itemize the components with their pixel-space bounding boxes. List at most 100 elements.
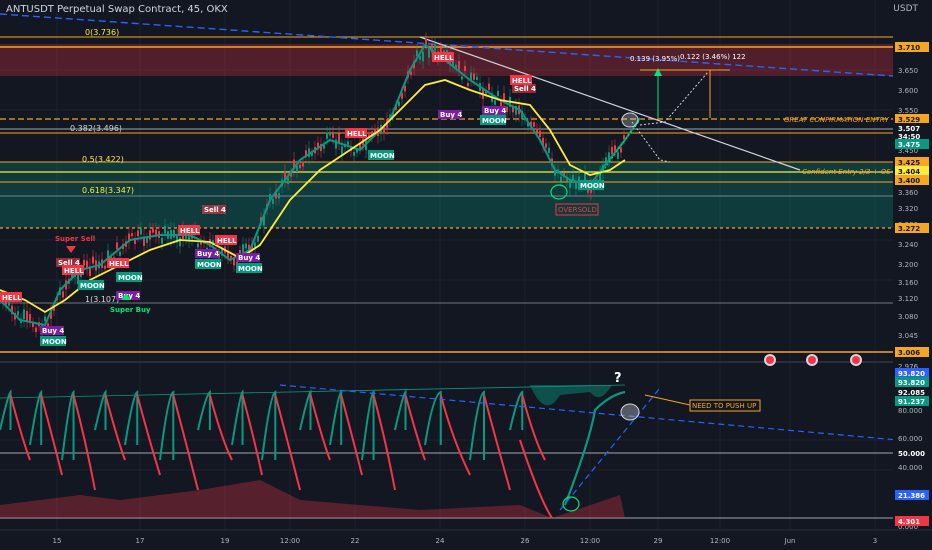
price-badge-bg — [895, 114, 929, 124]
time-axis-bg — [0, 530, 932, 550]
svg-text:HELL: HELL — [2, 294, 22, 302]
osc-badge-bg — [895, 490, 929, 500]
svg-text:Sell 4: Sell 4 — [204, 206, 226, 214]
event-flags — [764, 354, 862, 366]
price-badge: 3.507 — [898, 125, 920, 133]
svg-text:HELL: HELL — [217, 237, 237, 245]
price-tick: 3.080 — [898, 313, 918, 321]
confident-entry-label: Confident Entry 2/3 + OS — [802, 168, 891, 176]
symbol-title[interactable]: ANTUSDT Perpetual Swap Contract, 45, OKX — [6, 4, 228, 15]
price-badge-bg — [895, 175, 929, 185]
price-badge: 3.400 — [898, 177, 920, 185]
need-push-label: NEED TO PUSH UP — [692, 402, 756, 410]
time-tick: 12:00 — [710, 537, 730, 545]
osc-tick: 60.000 — [898, 435, 923, 443]
support-zone — [0, 162, 893, 228]
oversold-label: OVERSOLD — [558, 206, 597, 214]
time-tick: 12:00 — [280, 537, 300, 545]
time-tick: 17 — [136, 537, 145, 545]
osc-badge-bg — [895, 377, 929, 387]
price-axis[interactable]: 3.6503.6003.5503.4503.3603.3203.2803.240… — [898, 67, 919, 371]
fib-0-label: 0(3.736) — [85, 28, 119, 37]
time-tick: 26 — [521, 537, 530, 545]
price-tick: 3.200 — [898, 261, 918, 269]
osc-trendline-blue[interactable] — [279, 384, 932, 444]
need-push-box — [689, 399, 761, 412]
svg-text:Sell 4: Sell 4 — [58, 259, 80, 267]
price-tick: 3.550 — [898, 107, 918, 115]
svg-text:Buy 4: Buy 4 — [238, 254, 260, 262]
trendline-blue-dashed[interactable] — [0, 13, 894, 77]
price-badge-bg — [895, 131, 929, 141]
svg-text:HELL: HELL — [434, 54, 454, 62]
svg-text:MOON: MOON — [370, 152, 395, 160]
fib-1-label: 1(3.107) — [85, 295, 119, 304]
price-badge-bg — [895, 157, 929, 167]
osc-badge-bg — [895, 396, 929, 406]
currency-label: USDT — [893, 4, 918, 14]
time-tick: 15 — [53, 537, 62, 545]
osc-high-circle — [620, 403, 640, 421]
price-badge-bg — [895, 123, 929, 133]
osc-tick: 80.000 — [898, 407, 923, 415]
svg-text:MOON: MOON — [118, 274, 143, 282]
price-badge: 3.710 — [898, 44, 920, 52]
projection-dotted-up — [639, 71, 709, 126]
svg-text:Buy 4: Buy 4 — [484, 107, 506, 115]
osc-badge: 93.820 — [898, 379, 925, 387]
price-badge: 3.404 — [898, 168, 920, 176]
price-tick: 3.600 — [898, 87, 918, 95]
price-tick: 3.650 — [898, 67, 918, 75]
price-badge: 3.529 — [898, 116, 920, 124]
price-badge: 3.425 — [898, 159, 920, 167]
price-tick: 3.160 — [898, 279, 918, 287]
price-badge-bg — [895, 347, 929, 357]
price-badge: 34:50 — [898, 133, 920, 141]
question-mark: ? — [614, 371, 622, 386]
svg-text:MOON: MOON — [42, 338, 67, 346]
fib-0382-label: 0.382(3.496) — [70, 124, 122, 133]
svg-text:Sell 4: Sell 4 — [514, 85, 536, 93]
svg-text:Super Sell: Super Sell — [55, 235, 95, 243]
grid — [0, 0, 893, 530]
osc-badge: 92.085 — [898, 389, 925, 397]
ma-yellow — [0, 79, 626, 314]
price-tick: 3.320 — [898, 205, 918, 213]
svg-text:MOON: MOON — [238, 265, 263, 273]
great-confirmation-entry: GREAT CONFIRMATION ENTRY — [784, 116, 890, 124]
time-tick: 12:00 — [580, 537, 600, 545]
price-badge-bg — [895, 166, 929, 176]
trendline-white[interactable] — [419, 36, 801, 171]
osc-badge-bg — [895, 516, 929, 526]
svg-text:HELL: HELL — [109, 260, 129, 268]
osc-badge-bg — [895, 387, 929, 397]
svg-text:HELL: HELL — [64, 267, 84, 275]
svg-text:Buy 4: Buy 4 — [118, 292, 140, 300]
price-axis-bg — [893, 0, 932, 550]
oversold-box — [555, 203, 599, 216]
time-axis[interactable]: 15 17 19 12:00 22 24 26 12:00 29 12:00 Jun 3 — [53, 537, 878, 545]
price-tick: 3.450 — [898, 147, 918, 155]
price-tick: 3.045 — [898, 332, 918, 340]
oversold-circle — [550, 184, 568, 200]
osc-tick: 0.000 — [898, 523, 918, 531]
time-tick: 22 — [351, 537, 360, 545]
svg-text:Super Buy: Super Buy — [110, 306, 151, 314]
price-tick: 3.120 — [898, 295, 918, 303]
measure-1: 0.139 (3.95%) — [630, 55, 680, 63]
ma-green-red — [0, 43, 641, 327]
osc-badge: 91.237 — [898, 398, 925, 406]
price-tick: 2.976 — [898, 363, 919, 371]
osc-badge-bg — [895, 368, 929, 378]
svg-text:MOON: MOON — [80, 282, 105, 290]
price-badge-bg — [895, 223, 929, 233]
price-badge: 3.006 — [898, 349, 920, 357]
osc-trendline-blue-up — [559, 387, 661, 511]
price-tick: 3.360 — [898, 189, 918, 197]
osc-badge: 21.386 — [898, 492, 925, 500]
svg-text:Buy 4: Buy 4 — [42, 327, 64, 335]
target-circle — [621, 112, 639, 128]
